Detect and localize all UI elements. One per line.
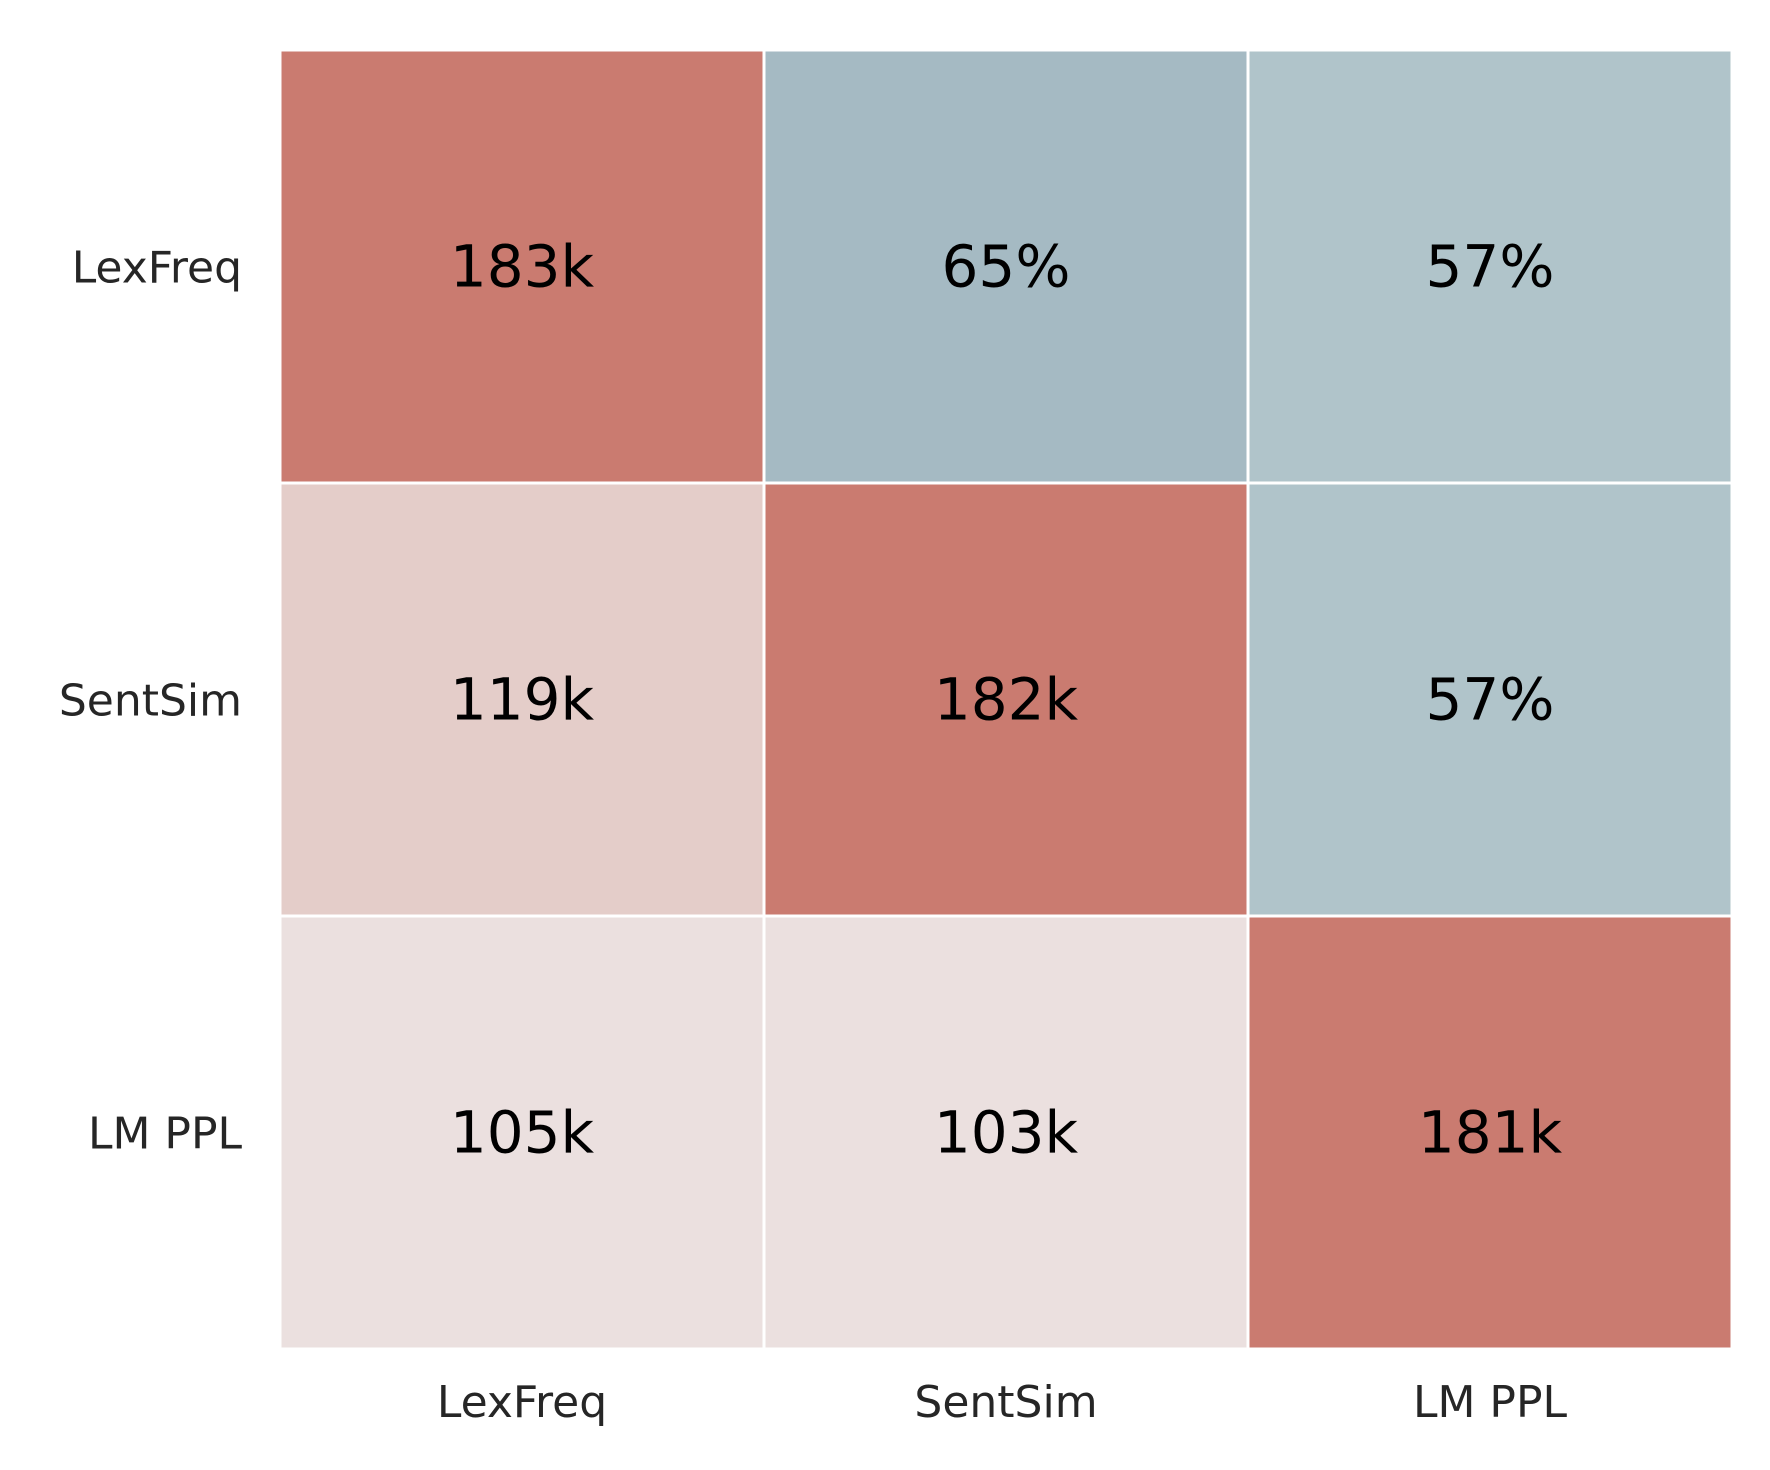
x-tick-label-0: LexFreq: [437, 1377, 607, 1428]
cell-value-label-1-0: 119k: [450, 666, 595, 734]
cell-labels-layer: 183k 65% 57% 119k 182k 57% 105k 103k 181k: [450, 233, 1563, 1167]
cell-value-label-2-1: 103k: [934, 1099, 1079, 1167]
y-axis-ticks: LexFreq SentSim LM PPL: [59, 243, 243, 1160]
cell-value-label-2-2: 181k: [1418, 1099, 1563, 1167]
heatmap-cell-2-1: [762, 914, 1250, 1351]
y-tick-label-2: LM PPL: [88, 1109, 243, 1160]
y-tick-label-1: SentSim: [59, 676, 242, 727]
x-tick-label-1: SentSim: [914, 1377, 1097, 1428]
heatmap-cell-0-0: [278, 48, 766, 485]
heatmap-cell-1-0: [278, 481, 766, 918]
cell-value-label-0-2: 57%: [1426, 233, 1555, 301]
cells-layer: [278, 48, 1734, 1351]
cell-value-label-0-1: 65%: [942, 233, 1071, 301]
heatmap-cell-2-2: [1246, 914, 1734, 1351]
cell-value-label-1-2: 57%: [1426, 666, 1555, 734]
cell-value-label-0-0: 183k: [450, 233, 595, 301]
heatmap-cell-0-2: [1246, 48, 1734, 485]
heatmap-cell-0-1: [762, 48, 1250, 485]
y-tick-label-0: LexFreq: [72, 243, 242, 294]
cell-value-label-1-1: 182k: [934, 666, 1079, 734]
heatmap-cell-1-1: [762, 481, 1250, 918]
heatmap-cell-2-0: [278, 914, 766, 1351]
cell-value-label-2-0: 105k: [450, 1099, 595, 1167]
x-axis-ticks: LexFreq SentSim LM PPL: [437, 1377, 1568, 1428]
x-tick-label-2: LM PPL: [1413, 1377, 1568, 1428]
heatmap-cell-1-2: [1246, 481, 1734, 918]
